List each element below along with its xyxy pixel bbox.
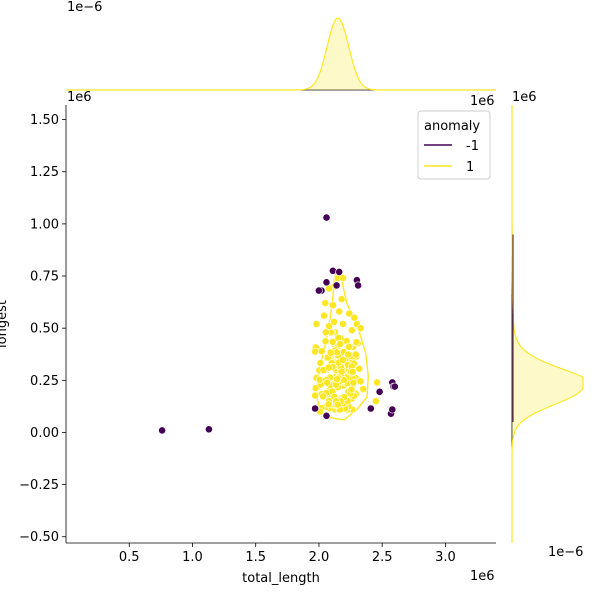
y-tick-label: 1.00: [30, 217, 59, 232]
scatter-point-anomaly-neg1: [332, 281, 341, 290]
scatter-point-anomaly-1: [345, 309, 354, 318]
x-axis-label: total_length: [242, 571, 320, 586]
scatter-point-anomaly-1: [325, 322, 333, 330]
scatter-point-anomaly-1: [337, 367, 346, 376]
scatter-point-anomaly-1: [349, 378, 358, 387]
x-tick-label: 3.0: [435, 550, 456, 565]
x-axis-scale-label: 1e6: [470, 569, 495, 584]
x-tick-label: 2.0: [309, 550, 330, 565]
scatter-point-anomaly-1: [348, 367, 357, 376]
top-marginal-line: [66, 17, 496, 91]
scatter-point-anomaly-1: [355, 364, 364, 373]
scatter-point-anomaly-neg1: [354, 281, 362, 290]
scatter-point-anomaly-1: [311, 391, 319, 400]
scatter-point-anomaly-1: [321, 337, 330, 346]
y-tick-label: 1.25: [30, 165, 59, 180]
scatter-point-anomaly-1: [333, 400, 342, 409]
scatter-point-anomaly-1: [356, 377, 365, 386]
scatter-point-anomaly-1: [324, 400, 333, 409]
scatter-point-anomaly-1: [356, 324, 365, 333]
scatter-point-anomaly-1: [333, 375, 342, 384]
top-marginal-fill: [66, 18, 496, 90]
scatter-point-anomaly-neg1: [375, 387, 384, 396]
scatter-point-anomaly-1: [324, 363, 333, 372]
y-tick-label: 0.75: [30, 270, 59, 285]
scatter-point-anomaly-neg1: [322, 411, 331, 420]
y-tick-label: 0.50: [30, 322, 59, 337]
right-axis-scale-label: 1e6: [512, 90, 537, 105]
scatter-point-anomaly-1: [359, 385, 368, 393]
scatter-point-anomaly-1: [323, 378, 332, 387]
scatter-point-anomaly-1: [317, 347, 326, 356]
scatter-point-anomaly-1: [321, 328, 330, 337]
scatter-point-anomaly-neg1: [158, 426, 166, 435]
main-axes: 0.5 1.0 1.5 2.0 2.5 3.0 −0.50 −0.25 0.00 0.25 0.50…: [19, 105, 496, 565]
y-tick-label: −0.25: [19, 478, 59, 493]
scatter-point-anomaly-1: [337, 295, 346, 303]
scatter-point-anomaly-1: [328, 301, 337, 310]
scatter-point-anomaly-1: [339, 274, 347, 282]
scatter-point-anomaly-1: [347, 326, 356, 335]
scatter-point-anomaly-neg1: [335, 267, 344, 276]
y-tick-label: 1.50: [30, 113, 59, 128]
scatter-point-anomaly-1: [339, 320, 347, 328]
y-tick-label: −0.50: [19, 530, 59, 545]
scatter-point-anomaly-neg1: [204, 425, 213, 434]
scatter-point-anomaly-1: [326, 348, 335, 357]
scatter-point-anomaly-1: [352, 338, 361, 347]
scatter-point-anomaly-1: [321, 299, 330, 307]
scatter-point-anomaly-1: [320, 311, 328, 320]
scatter-point-anomaly-1: [335, 307, 344, 316]
scatter-point-anomaly-neg1: [390, 382, 399, 391]
legend-label-anomaly-1: 1: [466, 160, 474, 175]
scatter-point-anomaly-1: [351, 350, 360, 359]
legend: anomaly -1 1: [417, 110, 491, 180]
x-tick-label: 1.5: [245, 550, 266, 565]
scatter-point-anomaly-neg1: [322, 213, 331, 222]
scatter-point-anomaly-1: [371, 397, 380, 406]
scatter-point-anomaly-1: [336, 340, 344, 348]
right-marginal-kde: [511, 105, 584, 543]
scatter-point-anomaly-1: [330, 317, 338, 326]
top-marginal-kde: [66, 17, 496, 91]
scatter-point-anomaly-1: [319, 392, 327, 401]
y-axis-label: longest: [0, 300, 10, 348]
y-axis-scale-label-secondary: 1e6: [470, 94, 495, 109]
scatter-point-anomaly-1: [311, 347, 319, 356]
scatter-point-anomaly-neg1: [314, 286, 323, 295]
legend-frame: [417, 110, 491, 180]
scatter-point-anomaly-neg1: [366, 404, 375, 413]
right-marginal-scale-label: 1e−6: [548, 545, 583, 560]
scatter-point-anomaly-1: [312, 320, 321, 328]
scatter-point-anomaly-1: [338, 356, 347, 364]
scatter-point-anomaly-1: [328, 337, 337, 346]
scatter-point-anomaly-neg1: [328, 266, 337, 275]
scatter-point-anomaly-1: [347, 385, 356, 394]
x-tick-label: 2.5: [372, 550, 393, 565]
scatter-point-anomaly-1: [315, 375, 324, 384]
x-tick-label: 1.0: [182, 550, 203, 565]
scatter-point-anomaly-1: [345, 342, 353, 351]
right-marginal-fill: [512, 105, 583, 543]
scatter-point-anomaly-neg1: [322, 278, 331, 287]
y-axis-scale-label: 1e6: [67, 90, 92, 105]
scatter-point-anomaly-neg1: [388, 405, 397, 414]
right-marginal-line: [511, 105, 584, 543]
scatter-point-anomaly-1: [344, 350, 352, 359]
scatter-point-anomaly-1: [373, 378, 381, 387]
top-marginal-scale-label: 1e−6: [67, 0, 102, 15]
y-tick-label: 0.25: [30, 374, 59, 389]
scatter-point-anomaly-1: [316, 358, 325, 367]
legend-label-anomaly-neg1: -1: [466, 139, 479, 154]
x-tick-label: 0.5: [119, 550, 140, 565]
legend-title: anomaly: [424, 119, 480, 134]
scatter-point-anomaly-neg1: [311, 404, 319, 413]
y-tick-label: 0.00: [30, 426, 59, 441]
